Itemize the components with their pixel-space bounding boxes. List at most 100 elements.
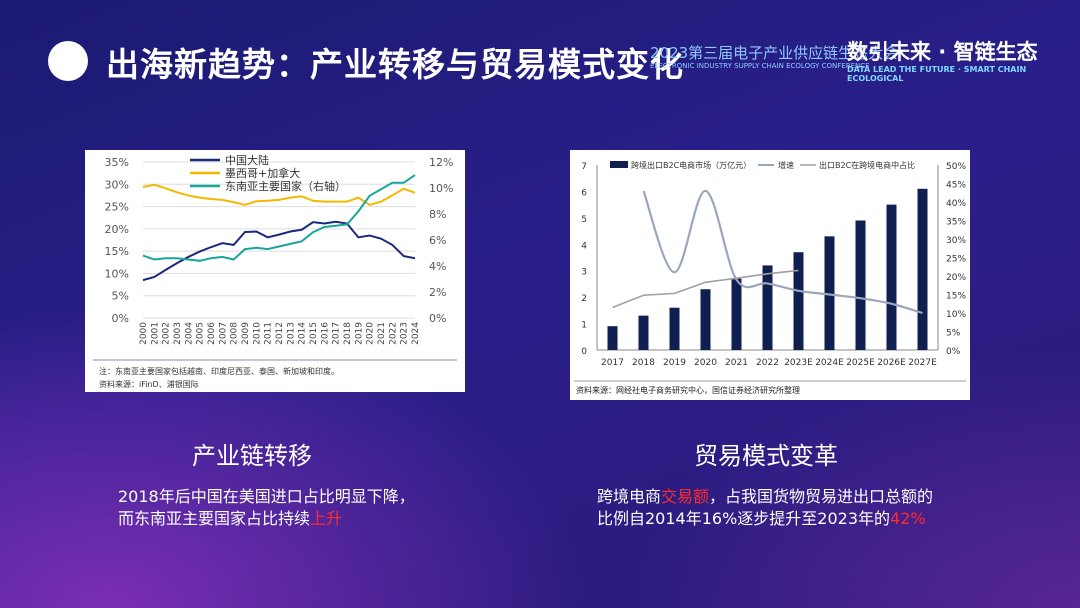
slogan-en: DATA LEAD THE FUTURE · SMART CHAIN ECOLO… bbox=[847, 65, 1027, 83]
x-tick-label: 2018 bbox=[343, 322, 353, 345]
left-text-1: 2018年后中国在美国进口占比明显下降， bbox=[118, 487, 415, 506]
series-line-1 bbox=[642, 189, 923, 315]
x-tick-label: 2009 bbox=[241, 322, 251, 345]
x-tick-label: 2020 bbox=[694, 358, 717, 368]
x-tick-label: 2014 bbox=[298, 322, 308, 345]
y2-tick-label: 0% bbox=[429, 312, 446, 325]
legend-label: 跨境出口B2C电商市场（万亿元） bbox=[631, 160, 751, 170]
x-tick-label: 2015 bbox=[309, 322, 319, 345]
legend-swatch bbox=[610, 161, 628, 168]
conference-name: 2023第三届电子产业供应链生态大会 bbox=[650, 44, 899, 62]
page-title: 出海新趋势：产业转移与贸易模式变化 bbox=[106, 45, 684, 84]
legend-label: 出口B2C在跨境电商中占比 bbox=[819, 160, 915, 170]
right-text-3: 比例自2014年16%逐步提升至2023年的 bbox=[597, 509, 891, 528]
y2-tick-label: 20% bbox=[946, 273, 966, 283]
y-tick-label: 5% bbox=[112, 290, 129, 303]
x-tick-label: 2002 bbox=[162, 322, 172, 345]
y2-tick-label: 35% bbox=[946, 218, 966, 228]
y2-tick-label: 5% bbox=[946, 329, 961, 339]
y-tick-label: 0% bbox=[112, 312, 129, 325]
y2-tick-label: 8% bbox=[429, 208, 446, 221]
left-subtitle: 产业链转移 bbox=[192, 442, 312, 470]
left-paragraph: 2018年后中国在美国进口占比明显下降， 而东南亚主要国家占比持续上升 bbox=[118, 486, 415, 530]
chart-source: 资料来源：网经社电子商务研究中心，国信证券经济研究所整理 bbox=[576, 385, 800, 395]
y-tick-label: 7 bbox=[581, 162, 587, 172]
conference-logo: 2023第三届电子产业供应链生态大会 ELECTRONIC INDUSTRY S… bbox=[650, 36, 1040, 83]
x-tick-label: 2024E bbox=[815, 358, 844, 368]
y-tick-label: 10% bbox=[105, 267, 129, 280]
x-tick-label: 2000 bbox=[139, 322, 149, 345]
y-tick-label: 4 bbox=[581, 241, 587, 251]
y2-tick-label: 10% bbox=[429, 182, 453, 195]
legend-label: 增速 bbox=[778, 160, 794, 170]
x-tick-label: 2017 bbox=[601, 358, 624, 368]
bar bbox=[886, 204, 897, 350]
slogan: 数引未来 · 智链生态 bbox=[847, 40, 1038, 64]
x-tick-label: 2011 bbox=[264, 322, 274, 345]
x-tick-label: 2021 bbox=[377, 322, 387, 345]
y2-tick-label: 45% bbox=[946, 181, 966, 191]
x-tick-label: 2019 bbox=[354, 322, 364, 345]
x-tick-label: 2024 bbox=[411, 322, 421, 345]
left-highlight: 上升 bbox=[310, 509, 343, 528]
x-tick-label: 2021 bbox=[725, 358, 748, 368]
bar bbox=[731, 278, 742, 350]
bar bbox=[700, 289, 711, 350]
right-subtitle: 贸易模式变革 bbox=[694, 442, 838, 470]
y-tick-label: 1 bbox=[581, 321, 587, 331]
y2-tick-label: 15% bbox=[946, 292, 966, 302]
legend-label: 东南亚主要国家（右轴） bbox=[225, 179, 346, 193]
y-tick-label: 2 bbox=[581, 294, 587, 304]
x-tick-label: 2006 bbox=[207, 322, 217, 345]
x-tick-label: 2013 bbox=[286, 322, 296, 345]
y2-tick-label: 40% bbox=[946, 199, 966, 209]
x-tick-label: 2025E bbox=[846, 358, 875, 368]
bar bbox=[638, 315, 649, 350]
y2-tick-label: 6% bbox=[429, 234, 446, 247]
y-tick-label: 30% bbox=[105, 178, 129, 191]
bar bbox=[855, 220, 866, 350]
title-bullet bbox=[48, 41, 88, 81]
bar bbox=[669, 307, 680, 350]
right-highlight-2: 42% bbox=[890, 509, 926, 528]
bar bbox=[917, 188, 928, 350]
y-tick-label: 15% bbox=[105, 245, 129, 258]
x-tick-label: 2023E bbox=[784, 358, 813, 368]
y-tick-label: 6 bbox=[581, 188, 587, 198]
y-tick-label: 3 bbox=[581, 268, 587, 278]
x-tick-label: 2001 bbox=[150, 322, 160, 345]
left-text-2: 而东南亚主要国家占比持续 bbox=[118, 509, 311, 528]
y2-tick-label: 0% bbox=[946, 347, 961, 357]
legend-label: 中国大陆 bbox=[225, 153, 269, 167]
right-text-1: 跨境电商 bbox=[597, 487, 662, 506]
y-tick-label: 5 bbox=[581, 215, 587, 225]
bar bbox=[607, 326, 618, 350]
x-tick-label: 2004 bbox=[184, 322, 194, 345]
y2-tick-label: 30% bbox=[946, 236, 966, 246]
y-tick-label: 20% bbox=[105, 223, 129, 236]
x-tick-label: 2005 bbox=[196, 322, 206, 345]
right-paragraph: 跨境电商交易额，占我国货物贸易进出口总额的 比例自2014年16%逐步提升至20… bbox=[597, 486, 933, 530]
y-tick-label: 25% bbox=[105, 201, 129, 214]
y2-tick-label: 4% bbox=[429, 260, 446, 273]
x-tick-label: 2022 bbox=[388, 322, 398, 345]
x-tick-label: 2016 bbox=[320, 322, 330, 345]
x-tick-label: 2027E bbox=[908, 358, 937, 368]
x-tick-label: 2023 bbox=[400, 322, 410, 345]
legend-label: 墨西哥+加拿大 bbox=[225, 166, 300, 180]
y2-tick-label: 25% bbox=[946, 255, 966, 265]
y-tick-label: 35% bbox=[105, 156, 129, 169]
x-tick-label: 2020 bbox=[366, 322, 376, 345]
x-tick-label: 2010 bbox=[252, 322, 262, 345]
x-tick-label: 2012 bbox=[275, 322, 285, 345]
chart-note: 注：东南亚主要国家包括越南、印度尼西亚、泰国、新加坡和印度。 bbox=[99, 366, 339, 376]
x-tick-label: 2003 bbox=[173, 322, 183, 345]
x-tick-label: 2008 bbox=[230, 322, 240, 345]
chart-source: 资料来源：iFinD、浦银国际 bbox=[99, 379, 199, 389]
right-text-2: ，占我国货物贸易进出口总额的 bbox=[709, 487, 934, 506]
chart-cross-border-b2c: 0 1 2 3 4 5 6 7 0% 5% 10% 15% 20% 25% 30% 35% 40% 45% 50% 2… bbox=[570, 150, 970, 400]
bar bbox=[793, 252, 804, 350]
bar bbox=[824, 236, 835, 350]
y2-tick-label: 12% bbox=[429, 156, 453, 169]
x-tick-label: 2026E bbox=[877, 358, 906, 368]
